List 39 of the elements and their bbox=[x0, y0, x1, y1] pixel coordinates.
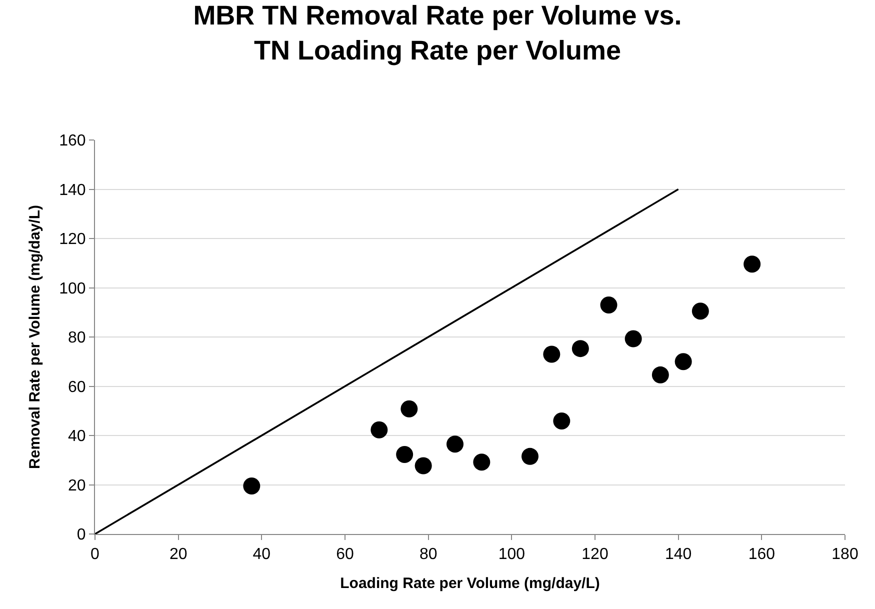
point bbox=[243, 477, 260, 494]
x-tick-label: 160 bbox=[748, 546, 776, 564]
point bbox=[473, 454, 490, 471]
x-tick-label: 60 bbox=[336, 546, 354, 564]
y-tick-label: 160 bbox=[59, 132, 86, 150]
y-tick-label: 60 bbox=[68, 378, 86, 396]
point bbox=[553, 412, 570, 430]
y-tick-label: 100 bbox=[59, 280, 86, 298]
x-tick-label: 20 bbox=[169, 546, 188, 564]
x-tick-label: 80 bbox=[419, 546, 438, 564]
point bbox=[600, 296, 618, 314]
point bbox=[674, 353, 692, 370]
y-tick-label: 40 bbox=[68, 428, 86, 446]
y-tick-label: 0 bbox=[76, 526, 86, 544]
point bbox=[624, 330, 642, 348]
point bbox=[572, 340, 589, 358]
y-tick-label: 140 bbox=[59, 182, 86, 199]
point bbox=[692, 302, 709, 320]
x-tick-label: 120 bbox=[582, 546, 608, 564]
x-tick-label: 100 bbox=[498, 546, 526, 564]
point bbox=[652, 366, 669, 384]
point bbox=[370, 421, 388, 438]
x-tick-label: 40 bbox=[252, 546, 271, 564]
x-tick-label: 140 bbox=[664, 546, 692, 564]
point bbox=[400, 400, 418, 418]
x-axis-title: Loading Rate per Volume (mg/day/L) bbox=[340, 575, 600, 592]
chart-title: MBR TN Removal Rate per Volume vs. TN Loading Rate per Volume bbox=[193, 0, 682, 66]
y-tick-label: 80 bbox=[68, 330, 86, 347]
x-tick-label: 0 bbox=[90, 546, 100, 564]
x-tick-label: 180 bbox=[832, 546, 858, 564]
point bbox=[446, 436, 464, 453]
y-tick-label: 20 bbox=[68, 477, 86, 494]
point bbox=[522, 448, 538, 465]
point bbox=[396, 446, 414, 463]
point bbox=[543, 346, 560, 363]
y-axis-title: Removal Rate per Volume (mg/day/L) bbox=[26, 205, 44, 469]
y-tick-label: 120 bbox=[59, 231, 86, 248]
point bbox=[744, 256, 761, 273]
point bbox=[414, 457, 432, 474]
